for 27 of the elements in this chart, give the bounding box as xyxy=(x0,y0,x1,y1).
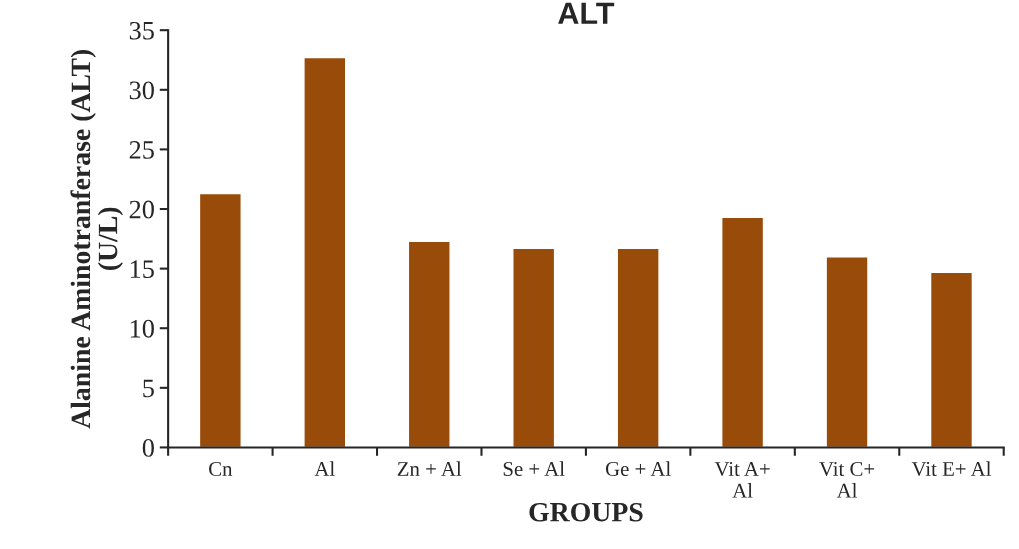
y-tick-label: 30 xyxy=(129,81,154,100)
y-tick-label: 35 xyxy=(129,21,154,40)
bar xyxy=(512,247,556,448)
y-tick-label: 10 xyxy=(130,319,154,338)
y-tick-label: 25 xyxy=(129,141,154,159)
bar xyxy=(825,256,869,448)
bar xyxy=(721,216,765,448)
y-axis-title: Alanine Aminotranferase (ALT) (U/L) xyxy=(70,49,123,429)
bar xyxy=(929,271,974,448)
bar xyxy=(407,240,451,448)
y-tick-label: 15 xyxy=(130,260,154,279)
y-tick-label: 5 xyxy=(143,379,154,398)
x-tick-label: Se + Al xyxy=(503,461,565,476)
x-tick-label: Cn xyxy=(209,461,233,476)
y-tick-label: 20 xyxy=(129,200,154,219)
x-tick-label: Ge + Al xyxy=(605,461,671,476)
bar xyxy=(303,56,347,448)
x-tick-label: Al xyxy=(314,461,335,476)
x-tick-label: Zn + Al xyxy=(397,461,462,476)
bar xyxy=(198,192,242,448)
bar xyxy=(616,247,660,448)
chart-title: ALT xyxy=(558,2,615,24)
y-tick-label: 0 xyxy=(142,439,154,457)
x-tick-label: Vit A+ Al xyxy=(714,461,770,498)
x-tick-label: Vit E+ Al xyxy=(911,461,992,477)
x-axis-title: GROUPS xyxy=(529,502,643,522)
x-tick-label: Vit C+ Al xyxy=(819,461,875,498)
